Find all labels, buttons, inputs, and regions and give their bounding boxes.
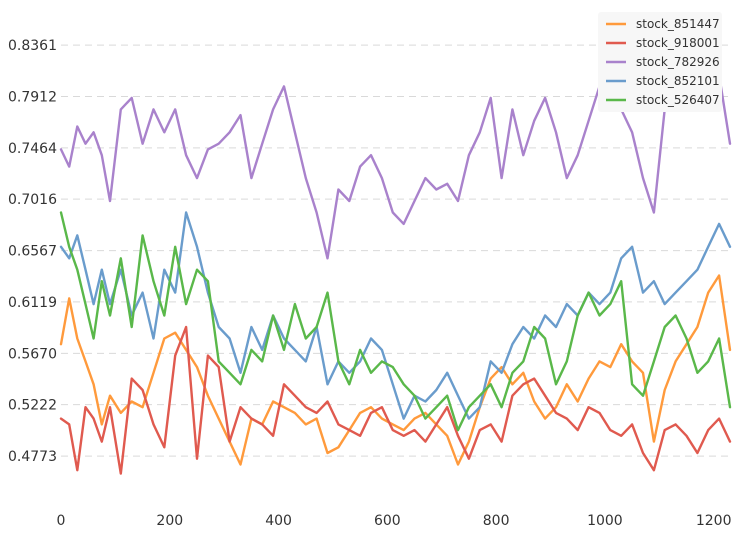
legend-label-stock_526407: stock_526407 <box>636 93 720 107</box>
x-tick-label: 800 <box>483 513 510 529</box>
y-tick-label: 0.6567 <box>8 244 57 260</box>
x-tick-label: 600 <box>374 513 401 529</box>
y-tick-label: 0.6119 <box>8 295 57 311</box>
y-tick-label: 0.5222 <box>8 398 57 414</box>
x-tick-label: 200 <box>156 513 183 529</box>
legend: stock_851447 stock_918001 stock_782926stoc… <box>598 12 722 112</box>
legend-label-stock_782926: stock_782926 <box>636 55 720 69</box>
x-tick-label: 0 <box>57 513 66 529</box>
series-line-stock_852101 <box>59 211 732 420</box>
legend-label-stock_851447: stock_851447 <box>636 17 720 31</box>
legend-label-stock_852101: stock_852101 <box>636 74 720 88</box>
x-tick-label: 1200 <box>696 513 732 529</box>
y-tick-label: 0.7912 <box>8 90 57 106</box>
x-tick-label: 1000 <box>587 513 623 529</box>
x-tick-label: 400 <box>265 513 292 529</box>
series-line-stock_851447 <box>59 274 732 466</box>
series-line-stock_526407 <box>59 211 732 432</box>
series-lines <box>59 73 732 475</box>
y-tick-label: 0.7016 <box>8 192 57 208</box>
x-axis-tick-labels: 0 200 400 600 800 1000 1200 <box>57 513 732 529</box>
y-tick-label: 0.5670 <box>8 346 57 362</box>
y-tick-label: 0.7464 <box>8 141 57 157</box>
y-axis-tick-labels: 0.4773 0.5222 0.5670 0.6119 0.6567 0.7016 0.74… <box>8 38 57 465</box>
y-tick-label: 0.4773 <box>8 449 57 465</box>
legend-background <box>598 12 722 112</box>
series-line-stock_918001 <box>59 325 732 475</box>
y-tick-label: 0.8361 <box>8 38 57 54</box>
legend-label-stock_918001: stock_918001 <box>636 36 720 50</box>
